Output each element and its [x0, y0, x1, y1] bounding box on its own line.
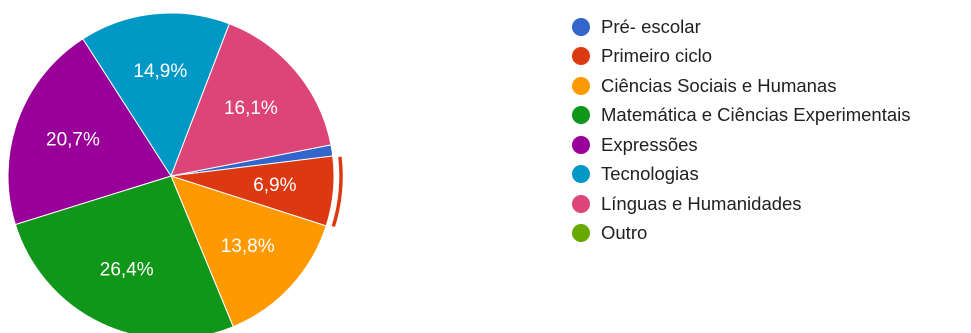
pie-slice-label-tecnologias: 14,9%	[133, 61, 187, 82]
legend-label: Tecnologias	[601, 163, 699, 185]
pie-slice-label-matematica-e-ciencias-experimentais: 26,4%	[100, 259, 154, 280]
legend-label: Matemática e Ciências Experimentais	[601, 104, 911, 126]
chart-legend: Pré- escolar Primeiro ciclo Ciências Soc…	[572, 12, 911, 248]
legend-item-linguas[interactable]: Línguas e Humanidades	[572, 189, 911, 219]
pie-slice-label-expressoes: 20,7%	[46, 129, 100, 150]
pie-slice-ciencias-sociais-e-humanas[interactable]	[170, 175, 327, 328]
legend-item-pre-escolar[interactable]: Pré- escolar	[572, 12, 911, 42]
legend-label: Línguas e Humanidades	[601, 192, 802, 214]
legend-item-matematica[interactable]: Matemática e Ciências Experimentais	[572, 101, 911, 131]
legend-swatch	[572, 165, 590, 184]
pie-slice-linguas-e-humanidades[interactable]	[170, 23, 332, 177]
legend-label: Outro	[601, 222, 648, 244]
legend-item-primeiro-ciclo[interactable]: Primeiro ciclo	[572, 42, 911, 72]
legend-label: Ciências Sociais e Humanas	[601, 74, 837, 96]
pie-slice-highlight-arc	[331, 156, 343, 227]
pie-slice-tecnologias[interactable]	[82, 12, 231, 178]
legend-swatch	[572, 194, 590, 213]
legend-swatch	[572, 76, 590, 95]
pie-slice-label-ciencias-sociais-e-humanas: 13,8%	[221, 236, 275, 257]
legend-label: Primeiro ciclo	[601, 45, 713, 67]
legend-item-ciencias-sociais[interactable]: Ciências Sociais e Humanas	[572, 71, 911, 101]
pie-slice-matematica-e-ciencias-experimentais[interactable]	[14, 175, 234, 333]
pie-slice-expressoes[interactable]	[7, 38, 172, 226]
legend-label: Pré- escolar	[601, 15, 701, 37]
legend-swatch	[572, 224, 590, 243]
pie-slice-label-linguas-e-humanidades: 16,1%	[224, 98, 278, 119]
legend-swatch	[572, 106, 590, 125]
pie-slice-label-primeiro-ciclo: 6,9%	[253, 175, 296, 196]
legend-item-outro[interactable]: Outro	[572, 219, 911, 249]
legend-item-tecnologias[interactable]: Tecnologias	[572, 160, 911, 190]
legend-swatch	[572, 135, 590, 154]
legend-swatch	[572, 17, 590, 36]
legend-swatch	[572, 47, 590, 66]
legend-item-expressoes[interactable]: Expressões	[572, 130, 911, 160]
legend-label: Expressões	[601, 133, 698, 155]
